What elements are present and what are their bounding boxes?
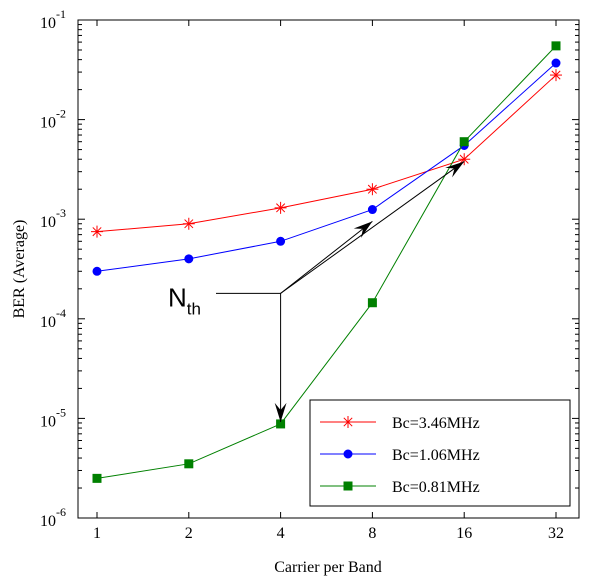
y-tick-label: 10-2	[40, 107, 66, 132]
legend-label: Bc=1.06MHz	[392, 447, 480, 464]
data-point	[367, 205, 377, 215]
data-point	[551, 58, 561, 68]
series-line	[96, 62, 557, 272]
x-tick-label: 8	[368, 525, 376, 542]
series-line	[96, 74, 557, 233]
x-tick-label: 4	[277, 525, 285, 542]
data-point	[182, 217, 195, 230]
legend: Bc=3.46MHz Bc=1.06MHz Bc=0.81MHz	[309, 399, 571, 507]
data-point	[184, 254, 194, 264]
x-tick-label: 1	[93, 525, 101, 542]
legend-marker	[343, 481, 353, 491]
x-tick-label: 16	[456, 525, 472, 542]
legend-item: Bc=0.81MHz	[320, 479, 480, 496]
legend-label: Bc=0.81MHz	[392, 479, 480, 496]
annotation-arrowhead	[353, 221, 373, 238]
data-point	[276, 236, 286, 246]
series-layer	[91, 41, 562, 483]
y-tick-label: 10-3	[40, 206, 66, 231]
legend-marker	[343, 449, 353, 459]
data-point	[274, 201, 287, 214]
y-tick-label: 10-5	[40, 405, 66, 430]
asterisk-stroke	[551, 70, 561, 80]
axes-layer: 1 2 4 8 16 32 10-1 10-2 10-3 10-4 10-5 10-6	[40, 7, 579, 542]
x-axis-label: Carrier per Band	[274, 559, 382, 576]
data-point	[91, 225, 103, 238]
asterisk-stroke	[276, 203, 286, 213]
data-point	[551, 41, 561, 51]
y-tick-label: 10-4	[40, 306, 66, 331]
legend-label: Bc=3.46MHz	[392, 415, 480, 432]
asterisk-stroke	[367, 184, 377, 194]
asterisk-stroke	[459, 154, 469, 164]
legend-box	[309, 399, 571, 507]
annotation-arrowhead	[445, 161, 465, 178]
legend-marker	[342, 416, 354, 428]
data-point	[550, 69, 562, 82]
y-tick-label: 10-6	[40, 505, 66, 530]
data-point	[184, 459, 194, 469]
asterisk-stroke	[92, 227, 102, 237]
x-tick-label: 32	[548, 525, 564, 542]
annotation-arrow-line	[280, 221, 373, 294]
data-point	[92, 266, 102, 276]
data-point	[92, 473, 102, 483]
x-tick-label: 2	[185, 525, 193, 542]
y-tick-label: 10-1	[40, 7, 66, 32]
data-point	[458, 153, 471, 166]
y-axis-label: BER (Average)	[11, 220, 28, 319]
series-3	[92, 41, 561, 483]
annotation-arrow-line	[280, 161, 465, 294]
data-point	[366, 183, 379, 196]
series-line	[96, 45, 557, 479]
asterisk-stroke	[184, 219, 194, 229]
series-1	[91, 69, 562, 238]
asterisk-stroke	[343, 417, 353, 427]
data-point	[459, 137, 469, 147]
annotation-arrowhead	[274, 402, 287, 423]
legend-item: Bc=3.46MHz	[320, 415, 480, 432]
legend-item: Bc=1.06MHz	[320, 447, 480, 464]
data-point	[367, 298, 377, 308]
